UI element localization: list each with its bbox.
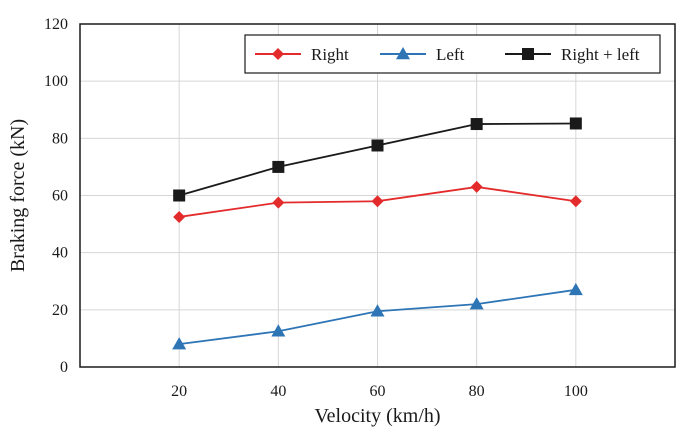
data-point [272,196,285,209]
series-right [173,180,582,223]
data-point [568,282,583,296]
series-right-left [173,117,582,202]
x-tick-label: 80 [469,383,485,400]
data-point [272,160,285,173]
data-point [469,297,484,310]
y-tick-label: 0 [60,359,68,376]
legend-label: Right [311,45,349,64]
x-tick-label: 20 [171,383,187,400]
y-tick-label: 120 [44,16,68,33]
series-layer [172,117,583,350]
y-tick-label: 100 [44,73,68,90]
legend-label: Left [436,45,465,64]
data-point [371,139,384,152]
data-point [470,118,483,131]
legend-item: Right + left [505,45,640,64]
legend-item: Left [380,45,465,64]
legend-label: Right + left [561,45,640,64]
legend-item: Right [255,45,349,64]
data-point [371,195,384,208]
legend-marker [272,48,284,60]
legend-marker [522,48,534,60]
data-point [370,304,385,317]
x-tick-label: 60 [370,383,386,400]
plot-frame [79,23,676,368]
y-tick-label: 40 [52,245,68,262]
y-axis: 0 20 40 60 80 100 120 [44,16,68,376]
data-point [271,324,286,337]
x-axis: 20 40 60 80 100 [171,383,588,400]
legend-marker [396,47,410,60]
data-point [569,117,582,130]
data-point [173,210,186,223]
data-point [172,337,187,350]
x-axis-title: Velocity (km/h) [314,405,440,427]
y-tick-label: 20 [52,302,68,319]
legend: Right Left Right + left [244,34,661,74]
series-left [172,282,583,350]
legend-box [244,34,661,74]
y-axis-title: Braking force (kN) [7,119,29,272]
y-tick-label: 60 [52,188,68,205]
y-tick-label: 80 [52,130,68,147]
data-point [173,189,186,202]
data-point [569,195,582,208]
data-point [470,180,483,193]
x-tick-label: 40 [270,383,286,400]
x-tick-label: 100 [564,383,588,400]
